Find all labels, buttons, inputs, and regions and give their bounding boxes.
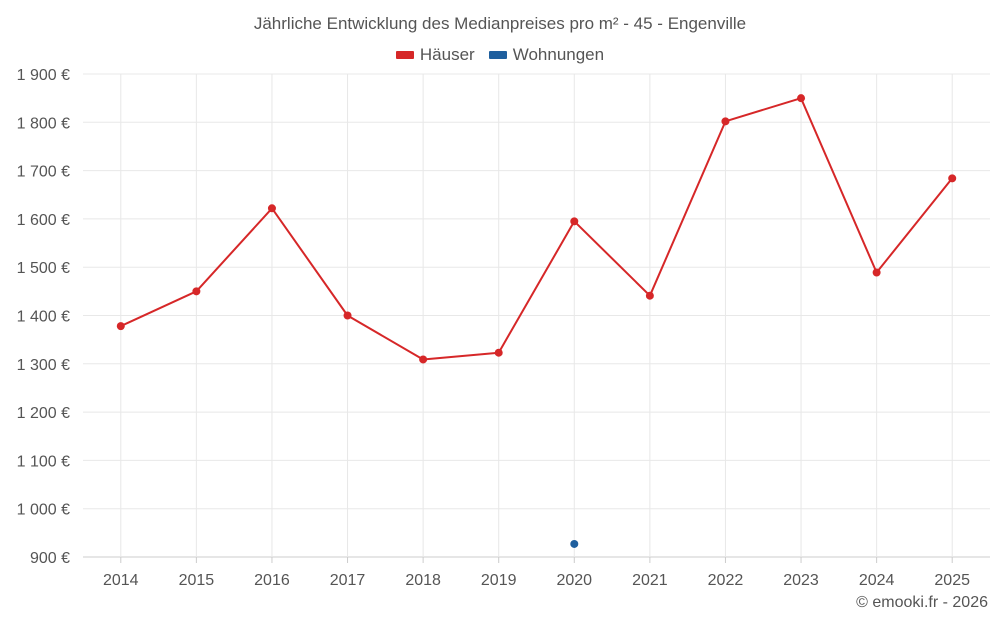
- x-tick-label: 2017: [330, 572, 366, 589]
- data-point-haeuser: [721, 117, 730, 126]
- data-point-haeuser: [494, 348, 503, 357]
- y-tick-label: 1 600 €: [17, 212, 70, 229]
- x-tick-label: 2015: [179, 572, 215, 589]
- credit-text: © emooki.fr - 2026: [856, 594, 988, 611]
- y-tick-label: 1 900 €: [17, 67, 70, 84]
- data-point-haeuser: [343, 311, 352, 320]
- legend-swatch-wohnungen: [488, 51, 507, 59]
- x-tick-label: 2016: [254, 572, 290, 589]
- y-tick-label: 1 000 €: [17, 502, 70, 519]
- y-tick-label: 1 700 €: [17, 164, 70, 181]
- x-tick-label: 2024: [859, 572, 895, 589]
- data-point-haeuser: [419, 355, 428, 364]
- y-tick-label: 1 100 €: [17, 453, 70, 470]
- legend-swatch-haeuser: [395, 51, 414, 59]
- y-tick-label: 1 300 €: [17, 357, 70, 374]
- x-tick-label: 2021: [632, 572, 668, 589]
- x-tick-label: 2022: [708, 572, 744, 589]
- legend: Häuser Wohnungen: [0, 45, 1000, 65]
- legend-label-haeuser: Häuser: [419, 45, 475, 64]
- legend-item-haeuser[interactable]: Häuser: [395, 45, 475, 65]
- data-point-haeuser: [872, 268, 881, 277]
- legend-item-wohnungen[interactable]: Wohnungen: [488, 45, 605, 65]
- chart-title: Jährliche Entwicklung des Medianpreises …: [253, 14, 747, 33]
- y-tick-label: 1 200 €: [17, 405, 70, 422]
- x-tick-label: 2025: [934, 572, 970, 589]
- data-point-haeuser: [797, 94, 806, 103]
- x-tick-label: 2019: [481, 572, 517, 589]
- y-tick-label: 1 400 €: [17, 309, 70, 326]
- data-point-haeuser: [645, 291, 654, 300]
- y-tick-label: 900 €: [30, 550, 70, 567]
- x-tick-label: 2023: [783, 572, 819, 589]
- x-tick-label: 2018: [405, 572, 441, 589]
- legend-label-wohnungen: Wohnungen: [512, 45, 605, 64]
- x-tick-label: 2020: [556, 572, 592, 589]
- data-point-wohnungen: [570, 539, 579, 548]
- x-tick-label: 2014: [103, 572, 139, 589]
- series-line-haeuser: [120, 97, 953, 361]
- y-tick-label: 1 500 €: [17, 260, 70, 277]
- data-point-haeuser: [948, 174, 957, 183]
- data-point-haeuser: [192, 287, 201, 296]
- data-point-haeuser: [116, 322, 125, 331]
- data-point-haeuser: [570, 217, 579, 226]
- y-tick-label: 1 800 €: [17, 115, 70, 132]
- data-point-haeuser: [267, 204, 276, 213]
